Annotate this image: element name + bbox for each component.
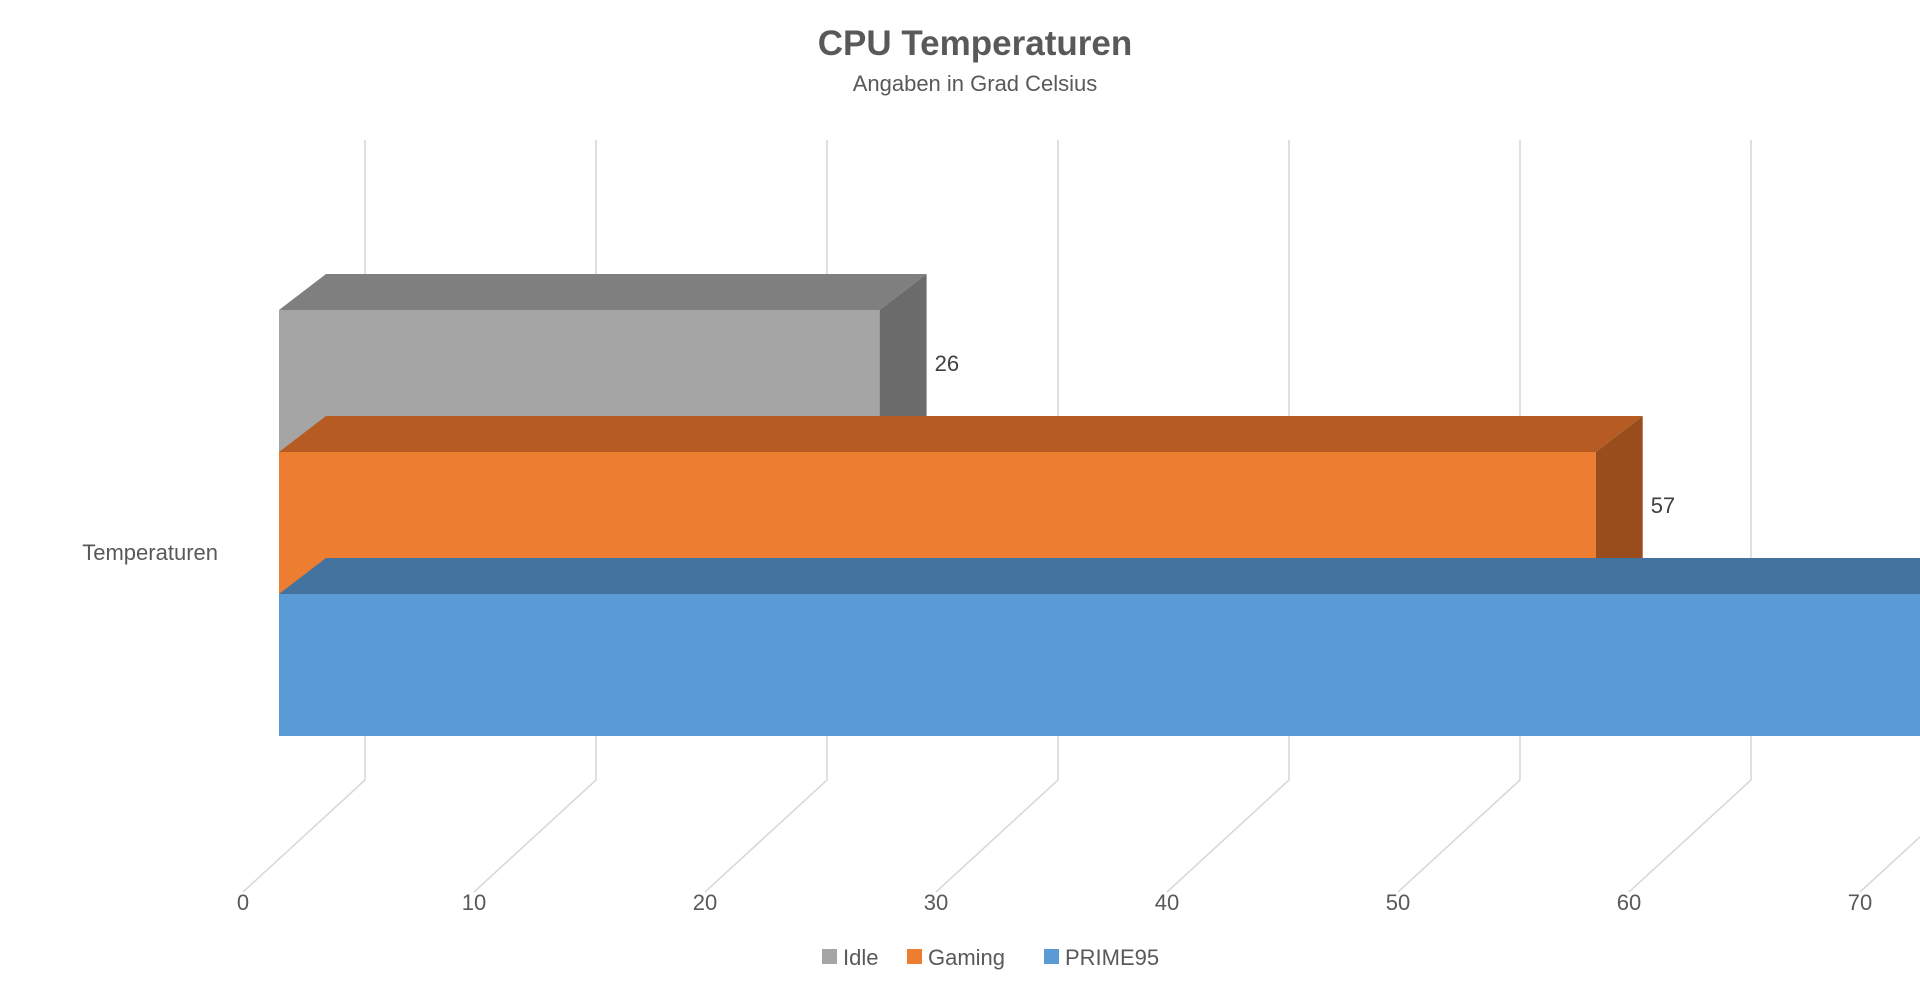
legend-item-gaming: Gaming (907, 945, 1005, 970)
gridline (1166, 140, 1290, 893)
gridline (1628, 140, 1752, 893)
legend-label: Gaming (928, 945, 1005, 970)
bar-prime95 (279, 558, 1920, 736)
legend: Idle Gaming PRIME95 (822, 945, 1159, 970)
chart-title: CPU Temperaturen (818, 24, 1132, 63)
x-tick-label: 70 (1848, 890, 1872, 915)
x-tick-label: 10 (462, 890, 486, 915)
x-tick-label: 0 (237, 890, 249, 915)
x-tick-label: 60 (1617, 890, 1641, 915)
bar-side-face (1595, 416, 1643, 594)
bar-top-face (279, 274, 927, 310)
bars (279, 274, 1920, 736)
data-label-gaming: 57 (1651, 493, 1675, 518)
gridline (935, 140, 1059, 893)
x-tick-label: 20 (693, 890, 717, 915)
legend-item-prime95: PRIME95 (1044, 945, 1159, 970)
x-axis-ticks: 01020304050607080 (237, 890, 1872, 915)
legend-swatch (822, 949, 837, 964)
bar-top-face (279, 416, 1643, 452)
bar-front-face (279, 594, 1920, 736)
legend-swatch (1044, 949, 1059, 964)
gridline (1397, 140, 1521, 893)
bar-side-face (879, 274, 927, 452)
bar-top-face (279, 558, 1920, 594)
data-labels: 265774 (935, 351, 1676, 518)
data-label-idle: 26 (935, 351, 959, 376)
legend-label: Idle (843, 945, 878, 970)
legend-label: PRIME95 (1065, 945, 1159, 970)
x-tick-label: 30 (924, 890, 948, 915)
x-tick-label: 40 (1155, 890, 1179, 915)
legend-swatch (907, 949, 922, 964)
legend-item-idle: Idle (822, 945, 878, 970)
x-tick-label: 50 (1386, 890, 1410, 915)
gridline (1859, 835, 1920, 893)
chart-subtitle: Angaben in Grad Celsius (853, 71, 1098, 96)
category-label: Temperaturen (82, 540, 218, 565)
